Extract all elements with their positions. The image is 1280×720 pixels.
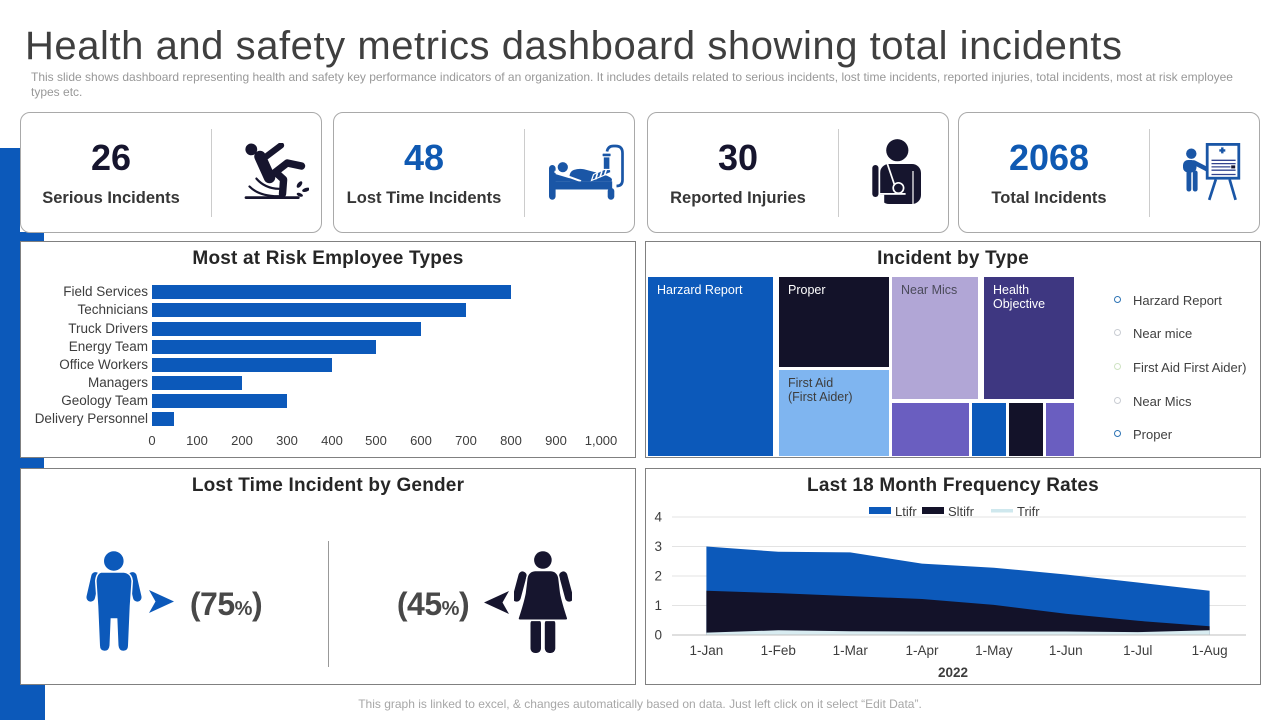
svg-text:1-Jun: 1-Jun — [1049, 643, 1083, 658]
svg-text:4: 4 — [654, 510, 662, 525]
svg-text:1-Jan: 1-Jan — [690, 643, 724, 658]
svg-text:1: 1 — [654, 598, 662, 613]
svg-text:2: 2 — [654, 569, 662, 584]
svg-text:1-Feb: 1-Feb — [761, 643, 796, 658]
svg-text:1-Apr: 1-Apr — [905, 643, 939, 658]
svg-text:1-Jul: 1-Jul — [1123, 643, 1152, 658]
svg-text:1-May: 1-May — [975, 643, 1013, 658]
svg-text:Ltifr: Ltifr — [895, 504, 917, 519]
svg-text:Trifr: Trifr — [1017, 504, 1040, 519]
svg-text:3: 3 — [654, 539, 662, 554]
svg-text:Sltifr: Sltifr — [948, 504, 975, 519]
svg-text:0: 0 — [654, 628, 662, 643]
svg-text:2022: 2022 — [938, 665, 968, 680]
svg-text:1-Aug: 1-Aug — [1192, 643, 1228, 658]
svg-text:1-Mar: 1-Mar — [833, 643, 869, 658]
